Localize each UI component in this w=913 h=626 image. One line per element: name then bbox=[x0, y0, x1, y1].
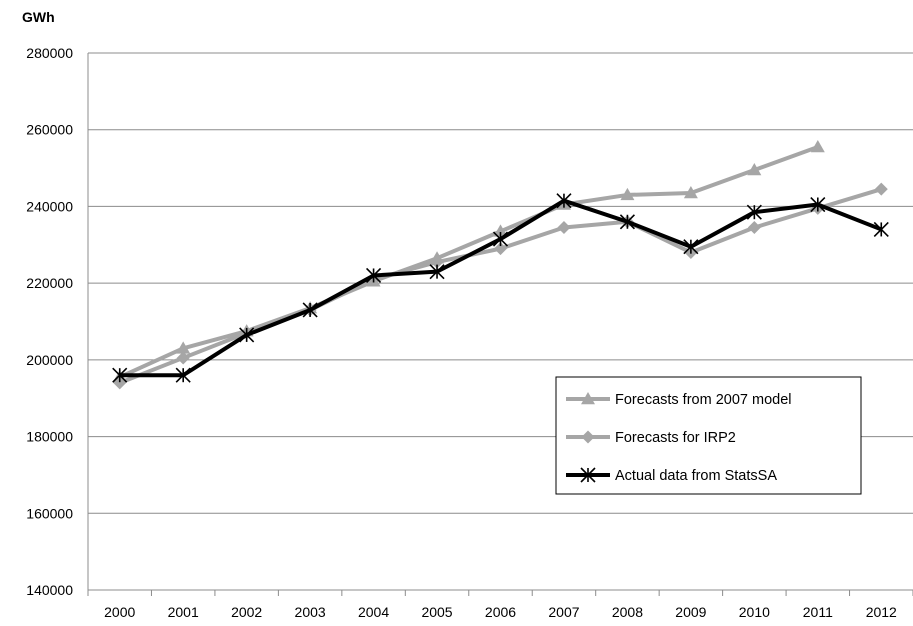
legend-label: Forecasts from 2007 model bbox=[615, 392, 792, 408]
y-axis-unit-label: GWh bbox=[22, 9, 55, 25]
legend-label: Actual data from StatsSA bbox=[615, 468, 777, 484]
data-point bbox=[620, 187, 635, 201]
data-point bbox=[494, 242, 507, 256]
x-tick-label: 2012 bbox=[866, 604, 897, 620]
y-tick-label: 240000 bbox=[26, 198, 73, 214]
series-group bbox=[112, 139, 889, 390]
data-point bbox=[175, 367, 191, 383]
data-point bbox=[366, 267, 382, 284]
series-line bbox=[118, 145, 819, 379]
data-point bbox=[113, 376, 127, 390]
x-tick-label: 2007 bbox=[548, 604, 579, 620]
legend-item: Forecasts for IRP2 bbox=[566, 430, 736, 446]
data-point bbox=[557, 221, 571, 235]
x-tick-label: 2005 bbox=[421, 604, 452, 620]
x-tick-label: 2011 bbox=[803, 604, 833, 620]
legend-swatch-marker bbox=[581, 430, 595, 444]
series-2 bbox=[113, 182, 888, 390]
data-point bbox=[683, 239, 699, 255]
series-line bbox=[118, 187, 882, 385]
y-tick-label: 280000 bbox=[26, 45, 73, 61]
y-axis-ticks: 280000 260000 240000 220000 200000 180000 1600… bbox=[26, 45, 73, 598]
data-point bbox=[430, 255, 444, 269]
y-tick-label: 160000 bbox=[26, 505, 73, 521]
data-point bbox=[873, 221, 889, 238]
data-point bbox=[747, 162, 762, 176]
data-point bbox=[239, 327, 255, 343]
data-point bbox=[112, 367, 128, 383]
data-point bbox=[492, 231, 509, 247]
data-point bbox=[176, 351, 190, 365]
x-tick-label: 2002 bbox=[231, 604, 262, 620]
series-3 bbox=[112, 193, 889, 383]
gridlines bbox=[87, 52, 913, 591]
x-tick-label: 2010 bbox=[739, 604, 770, 620]
legend-item: Actual data from StatsSA bbox=[566, 467, 777, 484]
series-1 bbox=[112, 139, 825, 383]
legend-item: Forecasts from 2007 model bbox=[566, 392, 792, 408]
x-tick-label: 2009 bbox=[675, 604, 706, 620]
data-point bbox=[493, 224, 508, 237]
x-axis-ticks: 2000 2001 2002 2003 2004 2005 2006 2007 2008 2009… bbox=[87, 590, 913, 620]
data-point bbox=[429, 264, 445, 280]
data-point bbox=[176, 341, 191, 354]
x-tick-label: 2000 bbox=[104, 604, 135, 620]
legend-label: Forecasts for IRP2 bbox=[615, 430, 736, 446]
y-tick-label: 200000 bbox=[26, 352, 73, 368]
y-tick-label: 220000 bbox=[26, 275, 73, 291]
x-tick-label: 2004 bbox=[358, 604, 389, 620]
legend-swatch-marker bbox=[581, 392, 595, 405]
x-tick-label: 2006 bbox=[485, 604, 516, 620]
legend-swatch-marker bbox=[580, 467, 596, 483]
y-tick-label: 140000 bbox=[26, 582, 73, 598]
x-tick-label: 2003 bbox=[295, 604, 326, 620]
x-tick-label: 2008 bbox=[612, 604, 643, 620]
data-point bbox=[747, 221, 761, 235]
data-point bbox=[302, 302, 318, 318]
data-point bbox=[746, 204, 762, 220]
y-tick-label: 260000 bbox=[26, 122, 73, 138]
data-point bbox=[556, 193, 572, 209]
y-tick-label: 180000 bbox=[26, 429, 73, 445]
x-tick-label: 2001 bbox=[168, 604, 199, 620]
data-point bbox=[810, 139, 825, 153]
data-point bbox=[683, 186, 698, 199]
legend: Forecasts from 2007 model Forecasts for I… bbox=[555, 376, 862, 495]
data-point bbox=[810, 196, 826, 213]
data-point bbox=[619, 214, 635, 230]
data-point bbox=[874, 182, 888, 196]
